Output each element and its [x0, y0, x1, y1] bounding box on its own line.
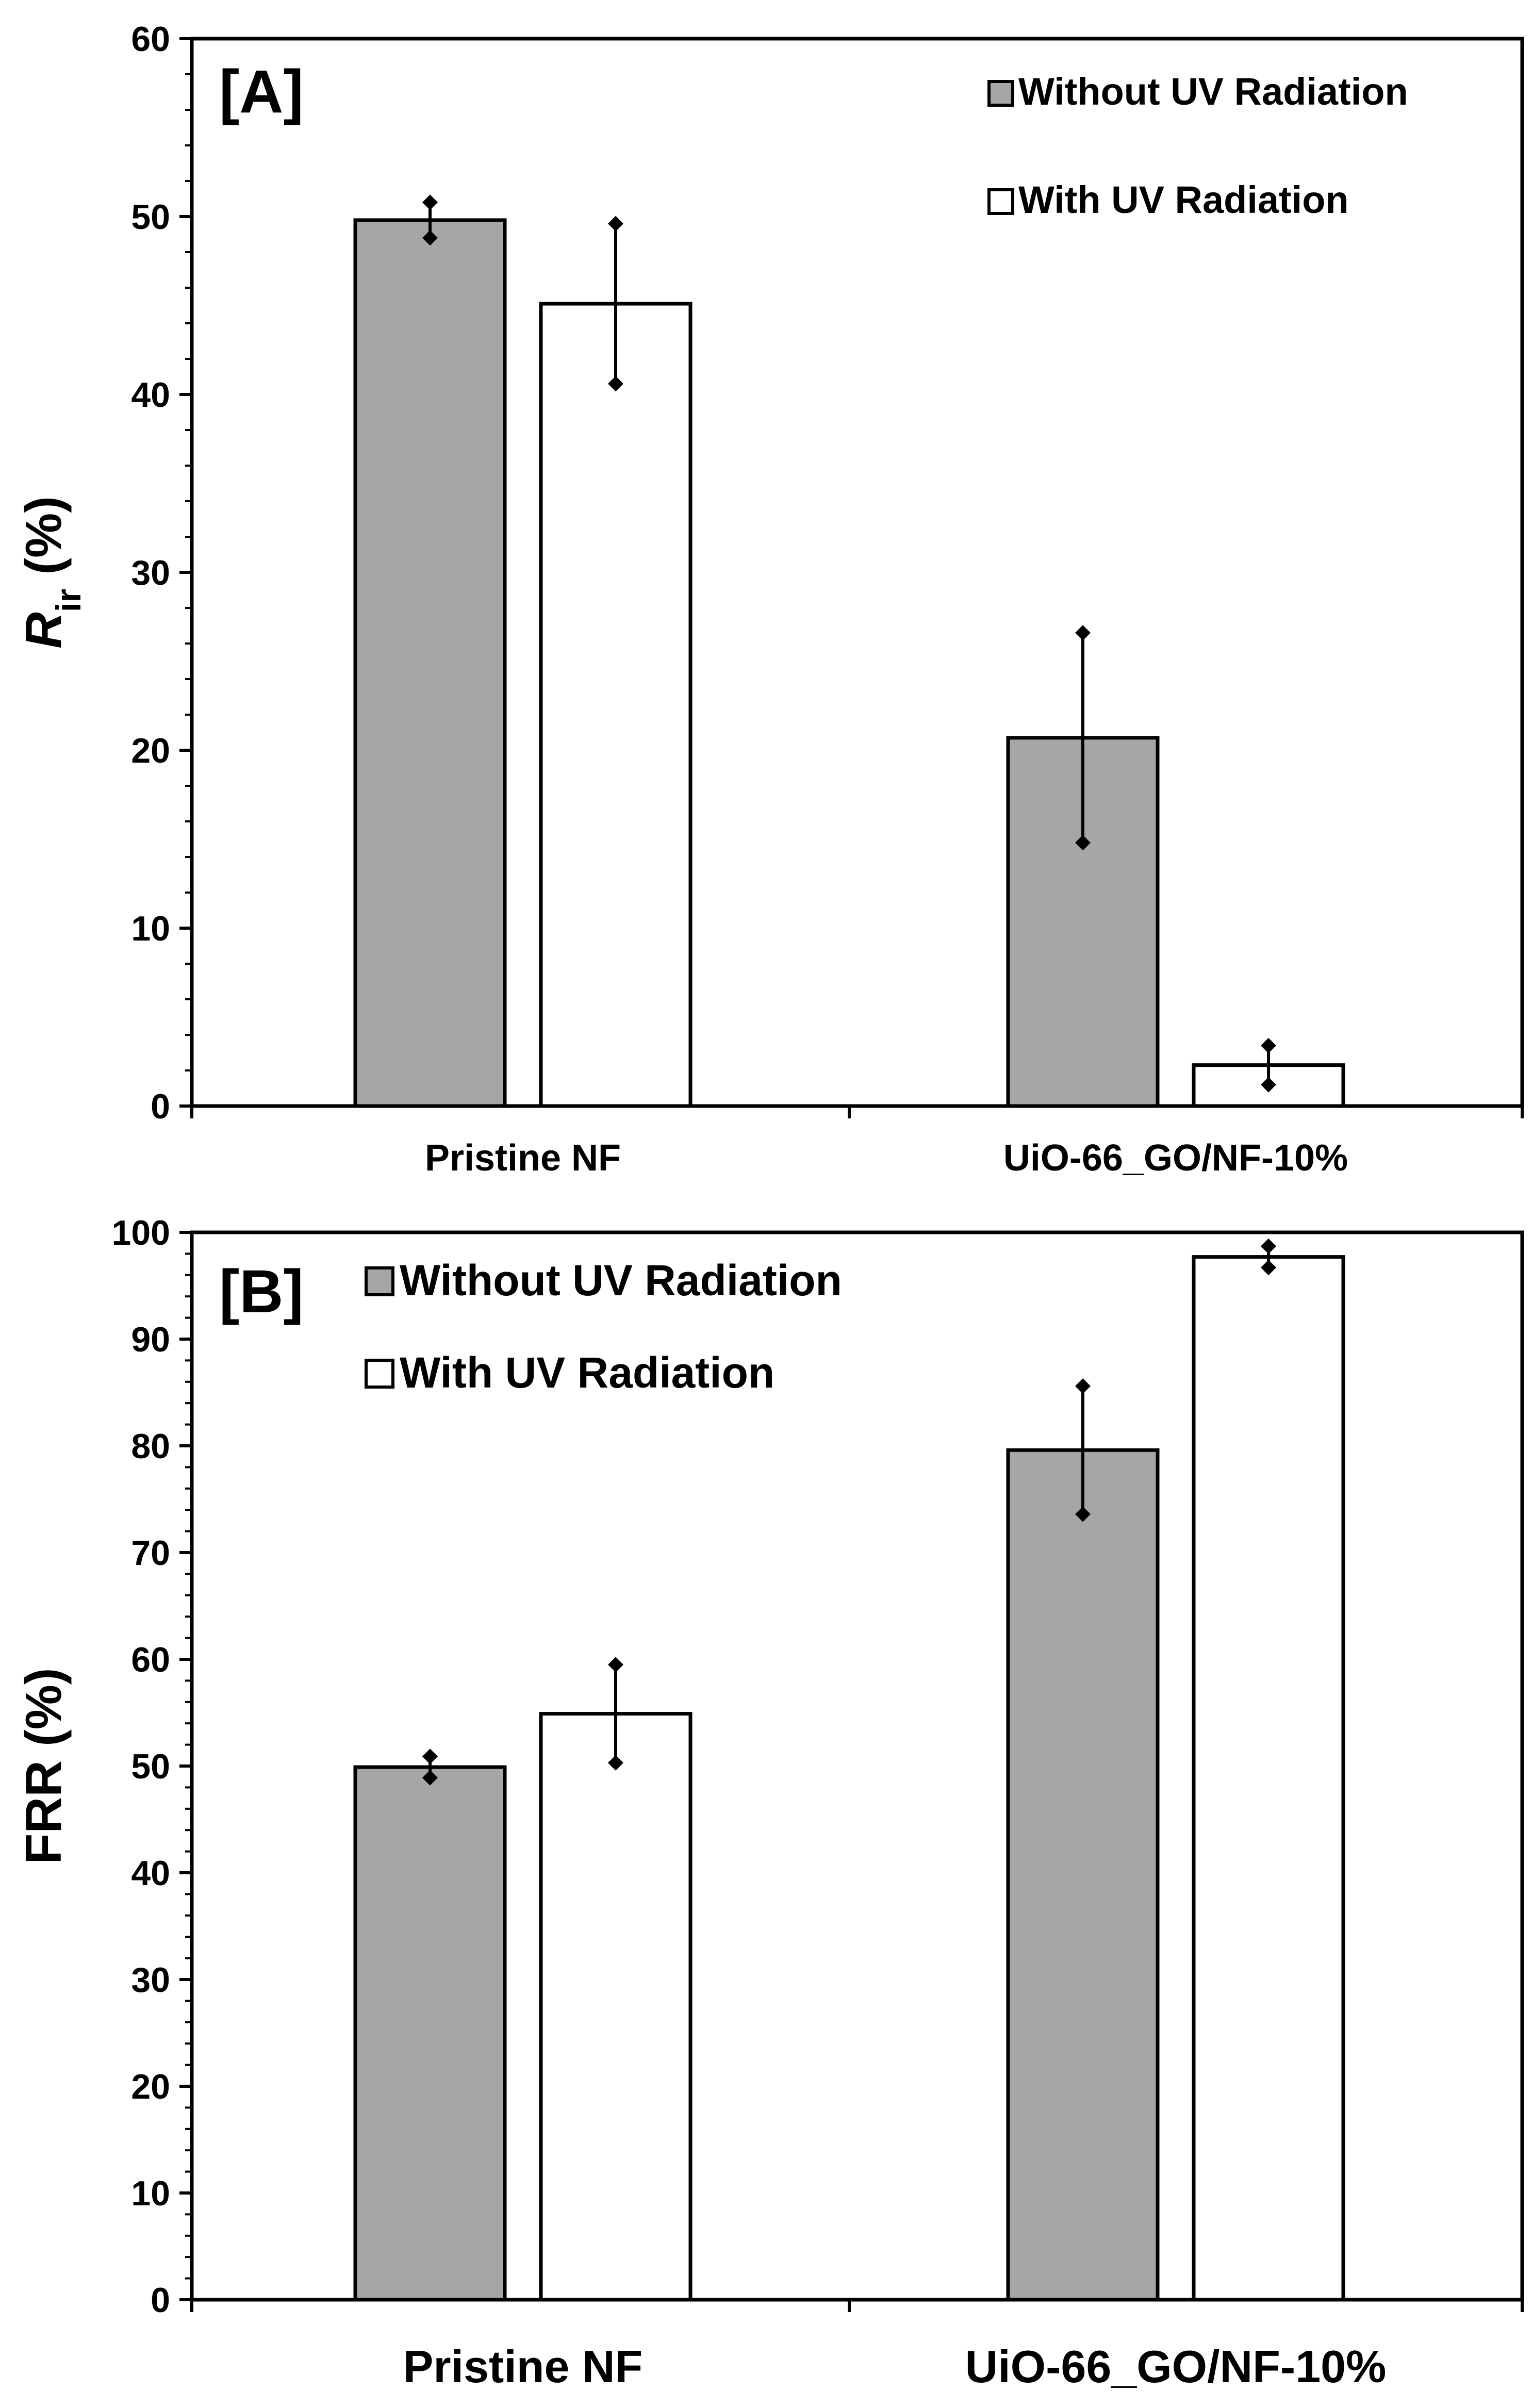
- legend-swatch-without-uv: [365, 1266, 394, 1296]
- legend-label-with-uv: With UV Radiation: [1018, 178, 1349, 221]
- error-bar-cap: [422, 1749, 438, 1764]
- panel-a-y-axis: 0 10 20 30 40 50 60: [131, 20, 192, 1126]
- error-bar-cap: [1075, 1378, 1091, 1394]
- legend-label-with-uv: With UV Radiation: [400, 1348, 774, 1397]
- y-tick-label: 40: [131, 1854, 170, 1893]
- x-tick-label: UiO-66_GO/NF-10%: [965, 2341, 1387, 2392]
- panel-a-x-axis: Pristine NF UiO-66_GO/NF-10%: [190, 1106, 1524, 1179]
- y-tick-label: 40: [131, 375, 170, 415]
- y-tick-label: 80: [131, 1427, 170, 1466]
- y-tick-label: 10: [131, 2174, 170, 2213]
- error-bar-cap: [608, 376, 623, 392]
- panel-a-y-axis-label: Rir (%): [15, 496, 88, 649]
- error-bar-cap: [422, 1770, 438, 1786]
- error-bar-cap: [608, 216, 623, 232]
- y-tick-label: 20: [131, 731, 170, 770]
- error-bar-cap: [1261, 1077, 1276, 1093]
- panel-b-label: [B]: [219, 1258, 304, 1326]
- y-tick-label: 90: [131, 1320, 170, 1359]
- y-tick-label: 0: [151, 1087, 170, 1126]
- x-tick-label: Pristine NF: [425, 1137, 621, 1179]
- error-bar-cap: [608, 1657, 623, 1673]
- error-bar-cap: [1075, 625, 1091, 641]
- panel-a-legend: Without UV Radiation With UV Radiation: [987, 70, 1408, 221]
- error-bar-cap: [422, 230, 438, 246]
- legend-swatch-with-uv: [365, 1359, 394, 1389]
- x-tick-label: Pristine NF: [403, 2341, 643, 2392]
- bar: [539, 302, 693, 1108]
- y-tick-label: 100: [112, 1213, 170, 1252]
- y-tick-label: 30: [131, 553, 170, 592]
- y-tick-label: 20: [131, 2067, 170, 2106]
- y-tick-label: 30: [131, 1960, 170, 2000]
- panel-b-legend: Without UV Radiation With UV Radiation: [365, 1256, 842, 1397]
- panel-b-x-axis: Pristine NF UiO-66_GO/NF-10%: [190, 2300, 1524, 2392]
- error-bar-cap: [1075, 835, 1091, 851]
- y-tick-label: 0: [151, 2281, 170, 2320]
- panel-b-bars: [353, 1255, 1345, 2302]
- error-bar-cap: [1261, 1037, 1276, 1053]
- legend-swatch-without-uv: [987, 80, 1014, 107]
- error-bar-cap: [1261, 1238, 1276, 1254]
- panel-a-bars: [353, 218, 1345, 1108]
- panel-b-y-axis: 0 10 20 30 40 50 60 70 80 90 100: [112, 1213, 192, 2320]
- error-bar-cap: [1261, 1260, 1276, 1276]
- y-tick-label: 10: [131, 909, 170, 948]
- x-tick-label: UiO-66_GO/NF-10%: [1003, 1137, 1348, 1179]
- error-bar-cap: [422, 194, 438, 210]
- panel-a-label: [A]: [219, 58, 304, 126]
- bar: [1192, 1255, 1345, 2302]
- panel-b-y-axis-label: FRR (%): [15, 1668, 72, 1864]
- bar: [353, 1765, 507, 2302]
- y-tick-label: 70: [131, 1533, 170, 1573]
- bar: [353, 218, 507, 1108]
- error-bar-cap: [608, 1755, 623, 1771]
- bar: [1006, 1448, 1160, 2302]
- y-tick-label: 50: [131, 1747, 170, 1786]
- legend-label-without-uv: Without UV Radiation: [400, 1256, 842, 1305]
- bar: [539, 1712, 693, 2302]
- y-tick-label: 60: [131, 1640, 170, 1679]
- legend-label-without-uv: Without UV Radiation: [1018, 70, 1408, 113]
- legend-swatch-with-uv: [987, 188, 1014, 215]
- panel-a-error-bars: [422, 194, 1276, 1093]
- y-tick-label: 50: [131, 197, 170, 237]
- panel-b-chart: [B] 0 10 20 30 40 50 60 70 80 90 100 Pristine NF Ui…: [15, 1213, 1524, 2392]
- error-bar-cap: [1075, 1506, 1091, 1522]
- y-tick-label: 60: [131, 20, 170, 59]
- panel-a-chart: [A] 0 10 20 30 40 50 60 Pristine NF UiO-66_GO/N…: [15, 20, 1524, 1179]
- panel-b-error-bars: [422, 1238, 1276, 1786]
